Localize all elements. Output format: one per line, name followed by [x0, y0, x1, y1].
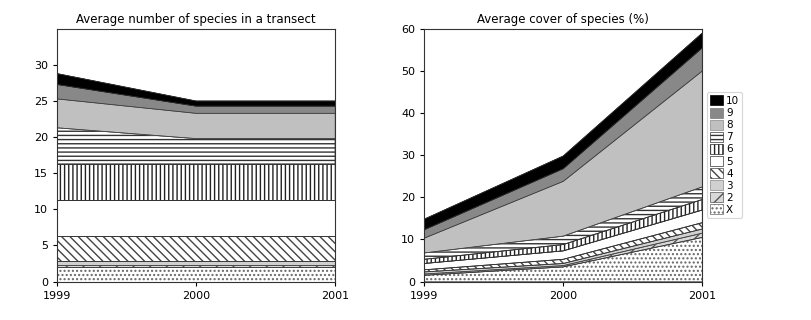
Title: Average cover of species (%): Average cover of species (%) [477, 13, 648, 26]
Legend: 10, 9, 8, 7, 6, 5, 4, 3, 2, X: 10, 9, 8, 7, 6, 5, 4, 3, 2, X [706, 92, 741, 218]
Title: Average number of species in a transect: Average number of species in a transect [76, 13, 315, 26]
